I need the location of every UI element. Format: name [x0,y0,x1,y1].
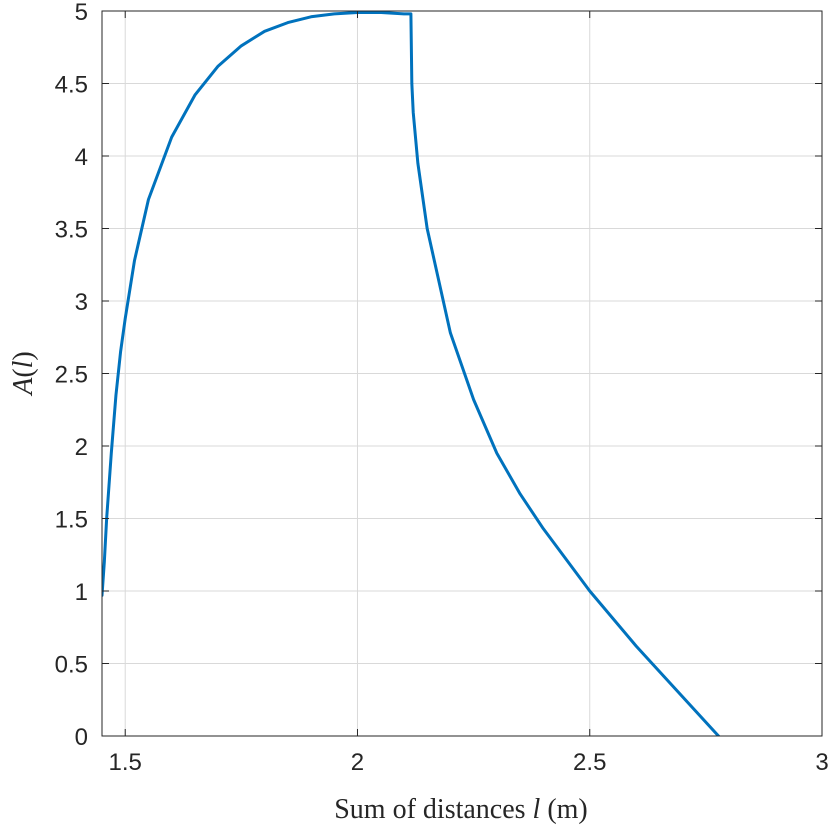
y-tick-label: 0 [75,724,88,751]
series-line [102,10,721,736]
x-tick-label: 2.5 [573,749,606,776]
grid-lines [102,10,823,737]
y-tick-label: 5 [75,0,88,26]
x-tick-label: 1.5 [109,749,142,776]
x-axis-label: Sum of distances l (m) [334,794,588,825]
y-tick-label: 3.5 [55,217,88,244]
y-axis-label: A(l) [8,351,39,397]
y-tick-label: 1.5 [55,507,88,534]
y-tick-label: 3 [75,289,88,316]
y-tick-label: 0.5 [55,652,88,679]
series-layer [102,10,721,736]
y-tick-label: 2.5 [55,362,88,389]
x-axis-tick-labels: 1.5 2 2.5 3 [109,749,829,776]
y-tick-label: 4 [75,144,88,171]
x-tick-label: 2 [351,749,364,776]
x-tick-label: 3 [815,749,828,776]
y-tick-label: 4.5 [55,72,88,99]
y-tick-label: 2 [75,434,88,461]
y-axis-tick-labels: 0 0.5 1 1.5 2 2.5 3 3.5 4 4.5 5 [55,0,88,751]
axis-ticks [102,10,823,737]
y-tick-label: 1 [75,579,88,606]
